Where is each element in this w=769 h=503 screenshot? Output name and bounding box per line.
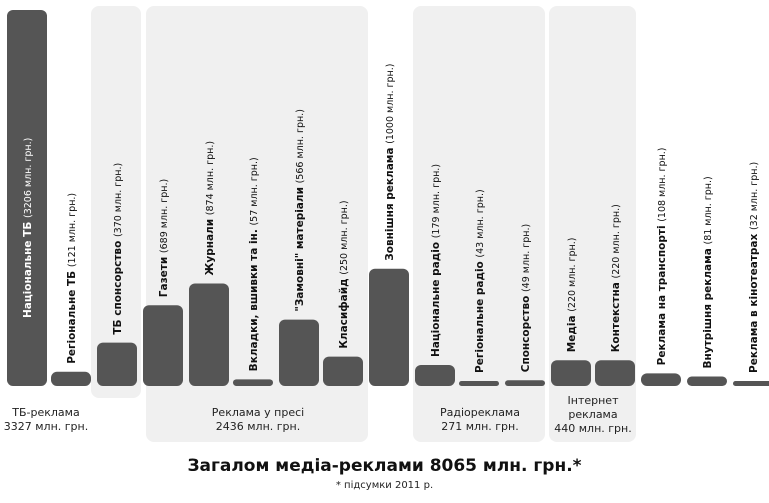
bar-category-7: Класифайд bbox=[338, 275, 350, 349]
bar-label-11: Спонсорство (49 млн. грн.) bbox=[520, 224, 532, 372]
bar-category-0: Національне ТБ bbox=[22, 218, 34, 318]
bar-category-11: Спонсорство bbox=[520, 292, 532, 372]
bar-15 bbox=[687, 376, 727, 386]
bar-11 bbox=[505, 380, 545, 386]
bar-value-15: (81 млн. грн.) bbox=[703, 176, 714, 244]
group-label-internet: Інтернет реклама 440 млн. грн. bbox=[552, 394, 634, 436]
bar-category-15: Внутрішня реклама bbox=[702, 245, 714, 369]
bar-1 bbox=[51, 371, 91, 386]
bar-label-9: Національне радіо (179 млн. грн.) bbox=[430, 164, 442, 357]
bar-category-8: Зовнішня реклама bbox=[384, 144, 396, 261]
bar-label-16: Реклама в кінотеатрах (32 млн. грн.) bbox=[748, 162, 760, 373]
bar-category-4: Журнали bbox=[204, 215, 216, 275]
bar-label-10: Регіональне радіо (43 млн. грн.) bbox=[474, 189, 486, 373]
bar-category-9: Національне радіо bbox=[430, 238, 442, 357]
group-name-tv: ТБ-реклама bbox=[12, 406, 80, 419]
bar-9 bbox=[415, 365, 455, 386]
bar-value-14: (108 млн. грн.) bbox=[657, 147, 668, 221]
bar-label-1: Регіональне ТБ (121 млн. грн.) bbox=[66, 193, 78, 364]
bar-category-13: Контекстна bbox=[610, 278, 622, 352]
bar-category-12: Медіа bbox=[566, 312, 578, 352]
bar-category-2: ТБ спонсорство bbox=[112, 237, 124, 335]
bar-value-2: (370 млн. грн.) bbox=[113, 163, 124, 237]
group-name-press: Реклама у пресі bbox=[211, 406, 305, 419]
group-total-tv: 3327 млн. грн. bbox=[3, 420, 89, 433]
bar-16 bbox=[733, 381, 769, 386]
bar-label-5: Вкладки, вшивки та ін. (57 млн. грн.) bbox=[248, 157, 260, 371]
bar-value-9: (179 млн. грн.) bbox=[431, 164, 442, 238]
bar-category-3: Газети bbox=[158, 253, 170, 297]
bar-label-6: "Замовні" матеріали (566 млн. грн.) bbox=[294, 109, 306, 312]
bar-12 bbox=[551, 360, 591, 386]
bar-value-10: (43 млн. грн.) bbox=[475, 189, 486, 257]
group-label-tv: ТБ-реклама 3327 млн. грн. bbox=[0, 406, 92, 434]
chart-footnote: * підсумки 2011 р. bbox=[335, 480, 434, 491]
bar-value-8: (1000 млн. грн.) bbox=[385, 64, 396, 144]
shade-tv-sponsorship bbox=[91, 6, 141, 398]
bar-category-5: Вкладки, вшивки та ін. bbox=[248, 226, 260, 372]
bar-label-15: Внутрішня реклама (81 млн. грн.) bbox=[702, 176, 714, 368]
bar-label-13: Контекстна (220 млн. грн.) bbox=[610, 204, 622, 352]
bar-value-0: (3206 млн. грн.) bbox=[23, 138, 34, 218]
bar-value-4: (874 млн. грн.) bbox=[205, 141, 216, 215]
bar-value-6: (566 млн. грн.) bbox=[295, 109, 306, 183]
shade-internet bbox=[549, 6, 636, 442]
bar-category-6: "Замовні" матеріали bbox=[294, 183, 306, 311]
bar-label-0: Національне ТБ (3206 млн. грн.) bbox=[22, 138, 34, 318]
bar-2 bbox=[97, 342, 137, 386]
group-total-press: 2436 млн. грн. bbox=[215, 420, 301, 433]
bar-value-7: (250 млн. грн.) bbox=[339, 200, 350, 274]
bar-14 bbox=[641, 373, 681, 386]
bar-label-8: Зовнішня реклама (1000 млн. грн.) bbox=[384, 64, 396, 261]
group-total-internet: 440 млн. грн. bbox=[554, 422, 632, 435]
bar-13 bbox=[595, 360, 635, 386]
bar-4 bbox=[189, 283, 229, 386]
bar-value-16: (32 млн. грн.) bbox=[749, 162, 760, 230]
bar-8 bbox=[369, 268, 409, 386]
bar-value-5: (57 млн. грн.) bbox=[249, 157, 260, 225]
bar-label-4: Журнали (874 млн. грн.) bbox=[204, 141, 216, 276]
bar-label-14: Реклама на транспорті (108 млн. грн.) bbox=[656, 147, 668, 365]
group-name-internet: Інтернет реклама bbox=[567, 394, 619, 421]
group-total-radio: 271 млн. грн. bbox=[441, 420, 519, 433]
bar-category-14: Реклама на транспорті bbox=[656, 222, 668, 366]
bar-6 bbox=[279, 319, 319, 386]
group-name-radio: Радіореклама bbox=[440, 406, 520, 419]
bar-value-12: (220 млн. грн.) bbox=[567, 237, 578, 311]
bar-7 bbox=[323, 356, 363, 386]
group-label-press: Реклама у пресі 2436 млн. грн. bbox=[146, 406, 370, 434]
bar-label-12: Медіа (220 млн. грн.) bbox=[566, 237, 578, 352]
bar-label-7: Класифайд (250 млн. грн.) bbox=[338, 200, 350, 348]
bar-0 bbox=[7, 10, 47, 386]
bar-category-16: Реклама в кінотеатрах bbox=[748, 230, 760, 373]
bar-5 bbox=[233, 379, 273, 386]
group-label-radio: Радіореклама 271 млн. грн. bbox=[414, 406, 546, 434]
shade-radio bbox=[413, 6, 545, 442]
bar-value-1: (121 млн. грн.) bbox=[67, 193, 78, 267]
bar-value-3: (689 млн. грн.) bbox=[159, 179, 170, 253]
bar-value-13: (220 млн. грн.) bbox=[611, 204, 622, 278]
bar-value-11: (49 млн. грн.) bbox=[521, 224, 532, 292]
bar-label-3: Газети (689 млн. грн.) bbox=[158, 179, 170, 297]
bar-label-2: ТБ спонсорство (370 млн. грн.) bbox=[112, 163, 124, 335]
bar-category-1: Регіональне ТБ bbox=[66, 267, 78, 364]
chart-title: Загалом медіа-реклами 8065 млн. грн.* bbox=[187, 456, 582, 476]
bar-3 bbox=[143, 305, 183, 386]
bar-category-10: Регіональне радіо bbox=[474, 258, 486, 373]
bar-10 bbox=[459, 380, 499, 386]
